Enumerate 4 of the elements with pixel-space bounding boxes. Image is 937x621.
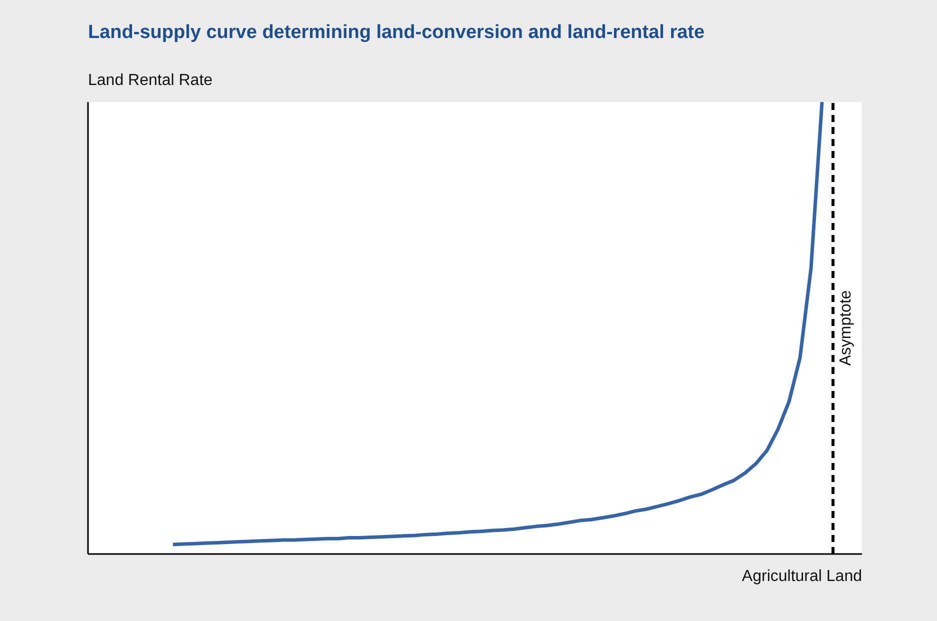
x-axis-title: Agricultural Land xyxy=(742,568,862,586)
text: Asymptote xyxy=(838,290,854,366)
y-axis-title: Land Rental Rate xyxy=(88,72,213,90)
chart-title: Land-supply curve determining land-conversion and land-rental rate xyxy=(88,22,705,44)
